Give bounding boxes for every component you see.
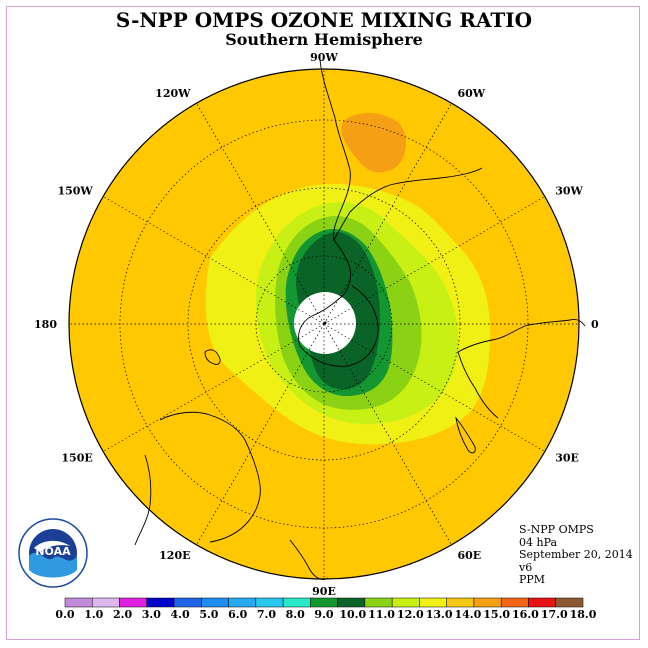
ozone-contour-high (341, 113, 406, 173)
colorbar-swatch (555, 597, 584, 608)
longitude-label: 60E (458, 549, 482, 562)
graticule (69, 69, 579, 579)
colorbar-tick-labels: 0.0 1.0 2.0 3.0 4.0 5.0 6.0 7.0 8.0 9.0 10.0 11.0 12… (55, 608, 596, 621)
colorbar-swatch (419, 597, 447, 608)
longitude-label: 120W (155, 87, 191, 100)
south-pole-marker (323, 321, 327, 325)
longitude-label: 90W (310, 51, 338, 64)
colorbar-tick-label: 12.0 (397, 608, 424, 621)
colorbar-tick-label: 8.0 (286, 608, 305, 621)
colorbar-swatch (201, 597, 229, 608)
colorbar-swatch (173, 597, 202, 608)
longitude-label: 90E (312, 585, 336, 598)
longitude-label: 60W (458, 87, 486, 100)
coastline-antarctic-peninsula (311, 239, 351, 317)
meridian-line (323, 196, 546, 325)
map-boundary (68, 68, 580, 580)
meridian-line (102, 196, 325, 325)
colorbar-swatch (282, 597, 311, 608)
coastline-madagascar (455, 416, 476, 454)
info-pressure: 04 hPa (519, 535, 558, 549)
colorbar-swatch (473, 597, 502, 608)
colorbar-tick-label: 3.0 (142, 608, 161, 621)
info-version: v6 (519, 560, 533, 574)
longitude-label: 150E (61, 452, 92, 465)
colorbar-tick-label: 13.0 (426, 608, 453, 621)
longitude-label: 30W (555, 185, 583, 198)
colorbar-tick-label: 16.0 (512, 608, 539, 621)
colorbar-tick-label: 10.0 (339, 608, 366, 621)
colorbar-tick-label: 14.0 (454, 608, 481, 621)
longitude-label: 30E (555, 452, 579, 465)
colorbar-swatch (528, 597, 556, 608)
meridian-line (102, 323, 325, 452)
longitude-labels: 90W 60W 30W 0 30E 60E 90E 120E 150E 180 150W 120W (34, 51, 599, 598)
coastline-australia (159, 411, 261, 543)
colorbar-swatch (64, 597, 93, 608)
info-units: PPM (519, 573, 546, 586)
colorbar-tick-label: 18.0 (570, 608, 597, 621)
colorbar-tick-label: 1.0 (84, 608, 103, 621)
colorbar-swatch (364, 597, 393, 608)
colorbar-swatch (228, 597, 257, 608)
colorbar-swatch (446, 597, 475, 608)
noaa-logo: NOAA (18, 518, 88, 588)
meridian-line (196, 102, 325, 325)
meridians (69, 69, 579, 579)
colorbar-swatch (310, 597, 338, 608)
colorbar-swatch (119, 597, 148, 608)
page-frame (6, 6, 640, 640)
colorbar-tick-label: 15.0 (483, 608, 510, 621)
logo-text: NOAA (35, 545, 71, 558)
colorbar-swatch (146, 597, 175, 608)
colorbar-tick-label: 5.0 (199, 608, 218, 621)
colorbar-swatch (255, 597, 284, 608)
colorbar-tick-label: 11.0 (368, 608, 395, 621)
meridian-line (196, 323, 325, 546)
colorbar-swatches (64, 597, 584, 608)
coastline-africa-south (457, 351, 499, 419)
longitude-label: 180 (34, 318, 57, 331)
colorbar-tick-label: 6.0 (228, 608, 247, 621)
coastline-australia-west (134, 454, 152, 546)
meridian-line (323, 323, 452, 546)
longitude-label: 150W (57, 185, 93, 198)
coastlines (134, 59, 586, 581)
longitude-label: 120E (159, 549, 190, 562)
colorbar-tick-label: 7.0 (257, 608, 276, 621)
colorbar-tick-label: 4.0 (171, 608, 190, 621)
colorbar-swatch (92, 597, 120, 608)
map-subtitle: Southern Hemisphere (225, 30, 423, 49)
info-date: September 20, 2014 (519, 548, 633, 561)
info-instrument: S-NPP OMPS (519, 523, 594, 536)
colorbar-swatch (500, 597, 529, 608)
colorbar-tick-label: 17.0 (541, 608, 568, 621)
colorbar-tick-label: 2.0 (113, 608, 132, 621)
colorbar-swatch (391, 597, 420, 608)
colorbar: 0.0 1.0 2.0 3.0 4.0 5.0 6.0 7.0 8.0 9.0 10.0 11.0 12… (55, 597, 597, 621)
longitude-label: 0 (591, 318, 599, 331)
colorbar-tick-label: 0.0 (55, 608, 74, 621)
coastline-new-zealand (204, 349, 221, 365)
colorbar-tick-label: 9.0 (314, 608, 333, 621)
colorbar-swatch (337, 597, 366, 608)
meridian-line (323, 323, 546, 452)
meridian-line (323, 102, 452, 325)
coastline-antarctica (298, 285, 379, 367)
map-title: S-NPP OMPS OZONE MIXING RATIO (115, 8, 533, 32)
coastline-africa (457, 319, 586, 353)
